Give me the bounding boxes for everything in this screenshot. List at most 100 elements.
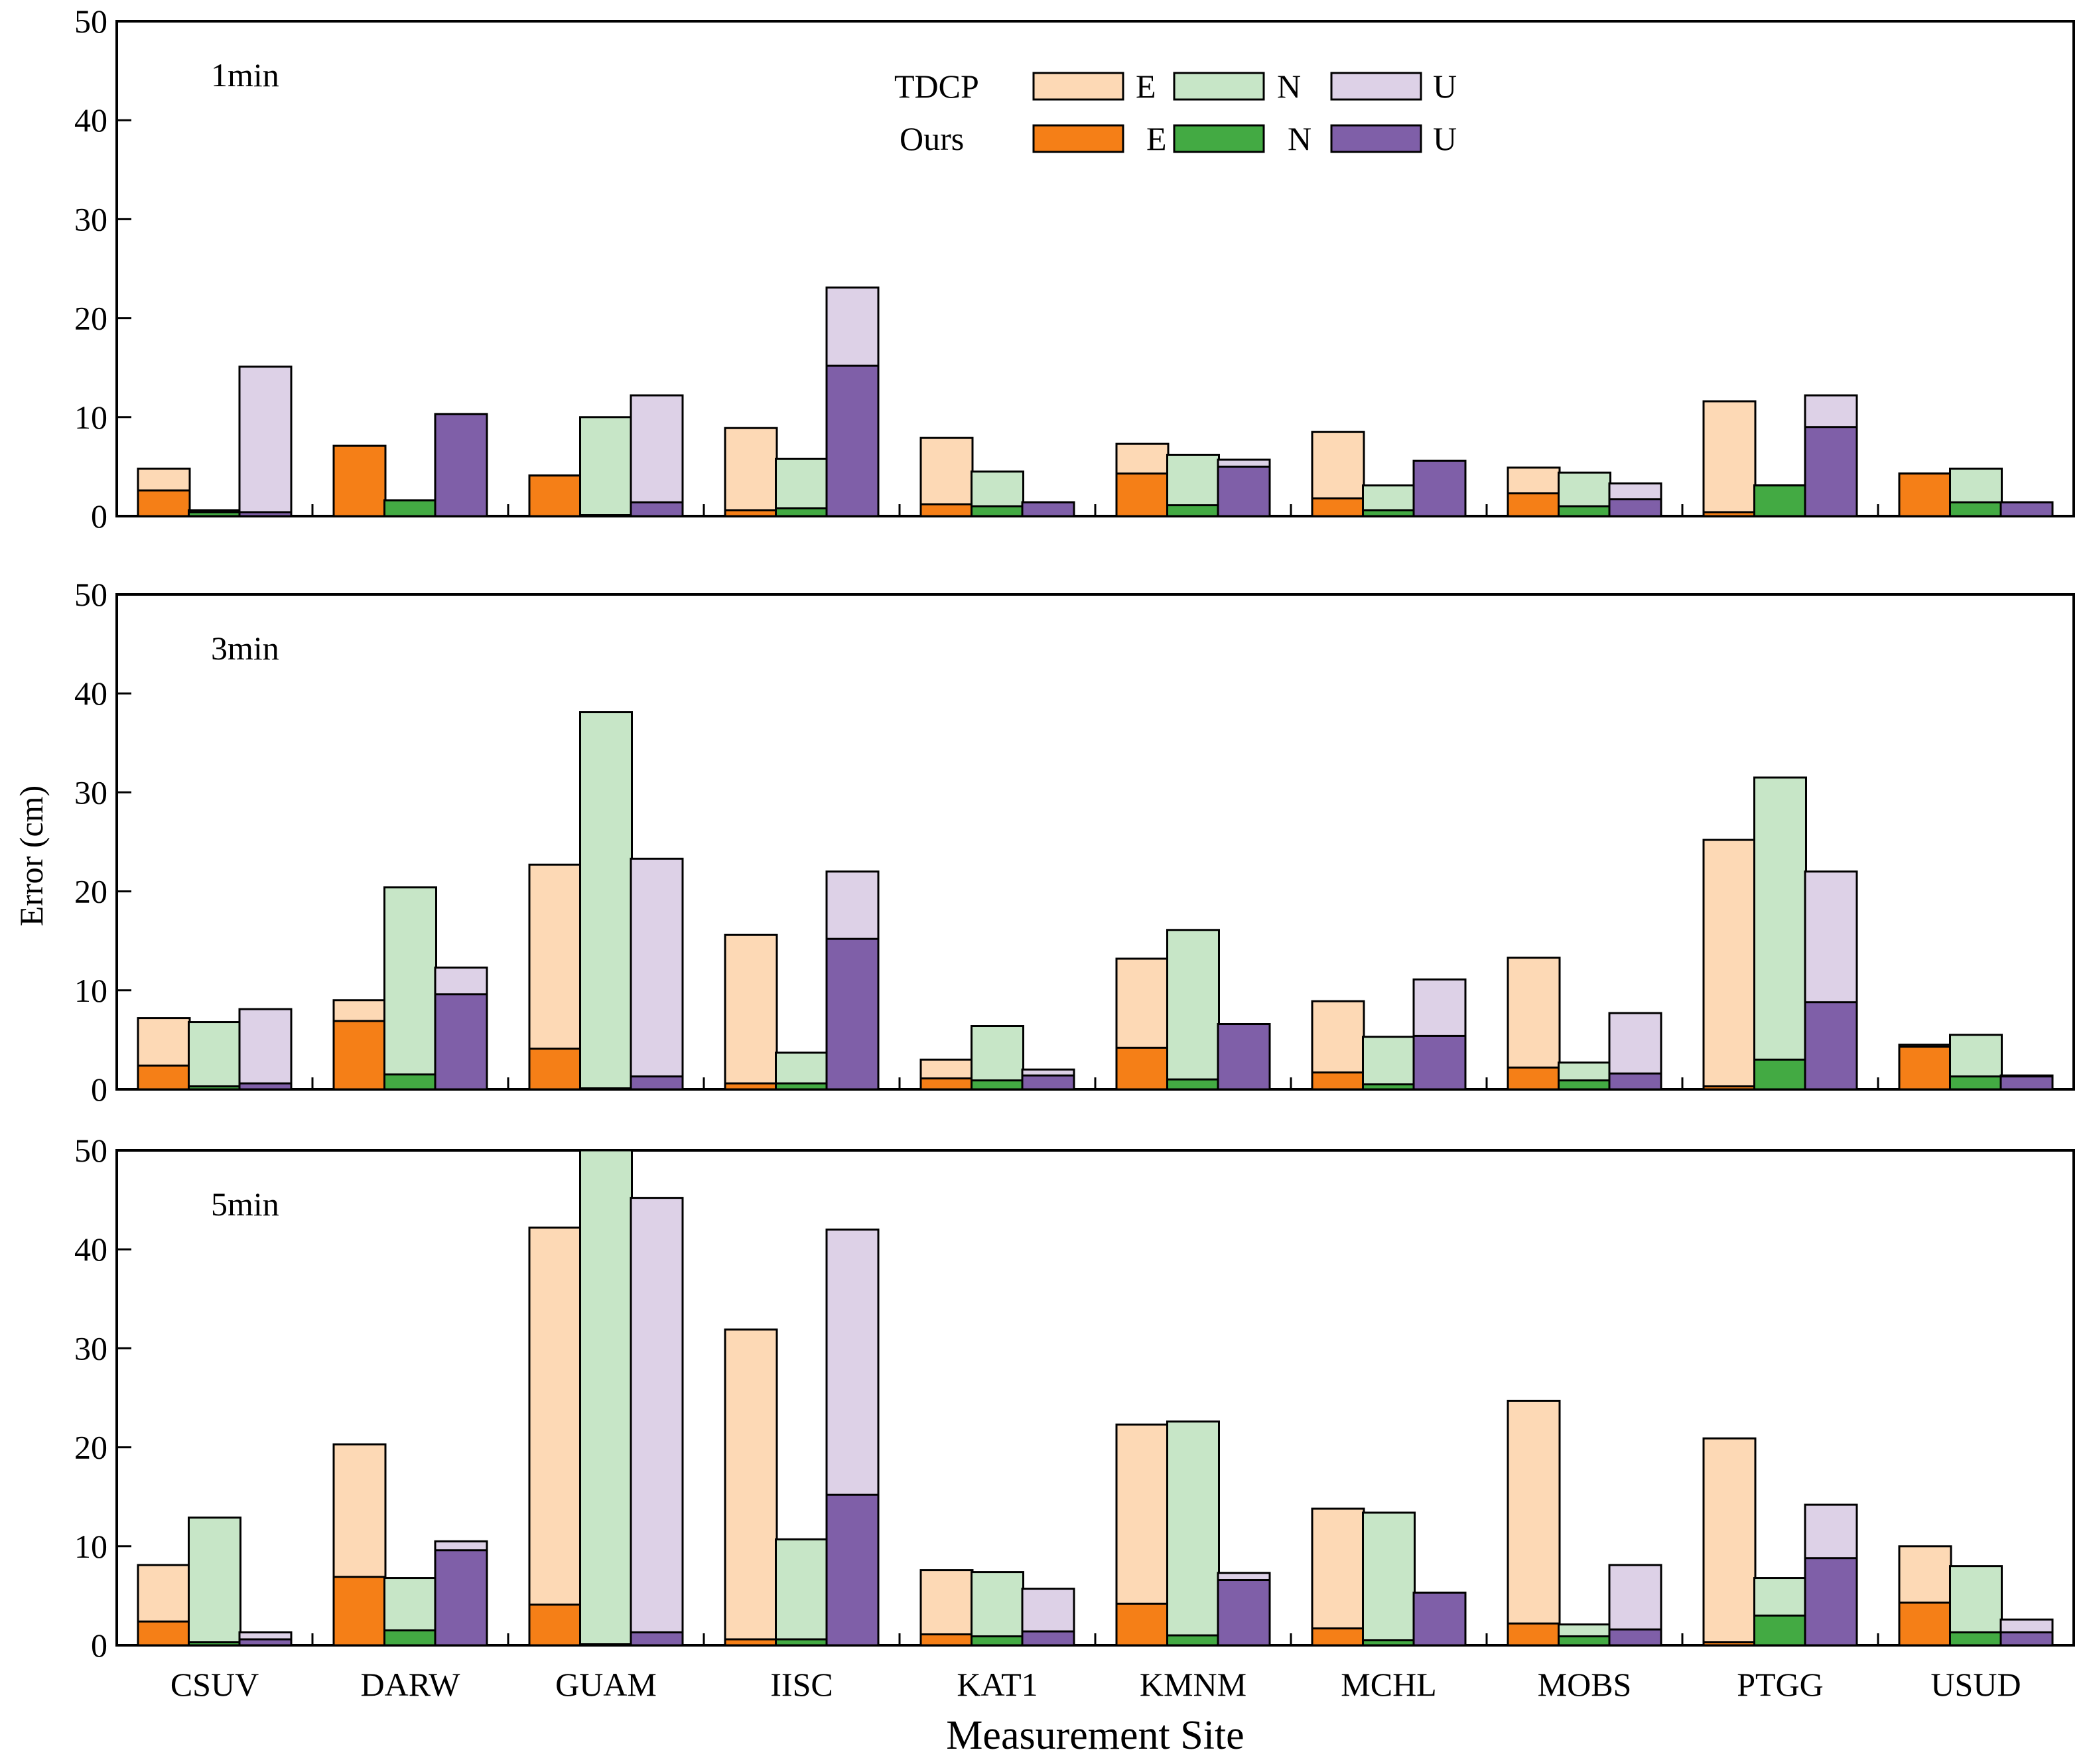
bar-ours-n-kat1 xyxy=(971,1635,1024,1647)
bar-ours-u-guam xyxy=(630,1631,684,1647)
bar-tdcp-e-mchl xyxy=(1311,1507,1365,1647)
bar-ours-u-mobs xyxy=(1608,1072,1662,1091)
bar-ours-n-darw xyxy=(383,499,437,517)
bar-ours-e-kmnm xyxy=(1115,472,1170,517)
bar-ours-e-usud xyxy=(1898,1601,1952,1647)
bar-ours-u-kat1 xyxy=(1021,1074,1075,1091)
bar-tdcp-n-csuv xyxy=(188,1021,241,1091)
bar-ours-u-iisc xyxy=(825,1493,880,1647)
bar-ours-e-darw xyxy=(332,1576,387,1647)
legend-row-label: TDCP xyxy=(894,68,979,105)
bar-ours-n-kmnm xyxy=(1166,504,1220,517)
bar-ours-u-guam xyxy=(630,1075,684,1091)
legend-swatch xyxy=(1173,124,1265,153)
bar-ours-u-mchl xyxy=(1412,459,1467,517)
bar-ours-n-mobs xyxy=(1558,1079,1611,1091)
bar-ours-u-mobs xyxy=(1608,498,1662,517)
y-tick-label: 20 xyxy=(74,1429,107,1466)
bar-tdcp-n-mchl xyxy=(1362,1511,1416,1647)
bar-ours-u-ptgg xyxy=(1804,1001,1858,1091)
bar-ours-e-darw xyxy=(332,444,387,517)
legend-entry-label: N xyxy=(1288,120,1312,157)
y-tick-label: 30 xyxy=(74,200,107,237)
bar-ours-n-kat1 xyxy=(971,505,1024,517)
y-tick-label: 10 xyxy=(74,399,107,436)
x-axis-title: Measurement Site xyxy=(946,1713,1244,1758)
bar-tdcp-n-darw xyxy=(383,886,437,1091)
x-category-label: PTGG xyxy=(1737,1666,1824,1703)
bar-tdcp-n-kat1 xyxy=(971,1571,1024,1647)
bar-ours-u-darw xyxy=(434,1549,488,1647)
legend-swatch xyxy=(1032,124,1124,153)
bar-ours-u-ptgg xyxy=(1804,1557,1858,1647)
bar-ours-e-guam xyxy=(528,1603,582,1647)
bar-ours-e-usud xyxy=(1898,472,1952,517)
bar-ours-e-mobs xyxy=(1507,492,1561,517)
legend-swatch xyxy=(1330,72,1422,101)
bar-ours-u-csuv xyxy=(238,1082,293,1091)
bar-ours-n-csuv xyxy=(188,1085,241,1091)
bar-ours-n-csuv xyxy=(188,1641,241,1647)
bar-ours-u-iisc xyxy=(825,364,880,517)
bar-ours-e-csuv xyxy=(137,1064,191,1091)
legend-entry-label: E xyxy=(1146,120,1167,157)
bar-ours-e-iisc xyxy=(724,1638,778,1647)
y-tick-label: 20 xyxy=(74,300,107,337)
bar-ours-u-kat1 xyxy=(1021,1630,1075,1647)
legend-swatch xyxy=(1032,72,1124,101)
bar-ours-e-kat1 xyxy=(919,1633,974,1647)
bar-ours-n-mchl xyxy=(1362,509,1416,517)
bar-ours-u-usud xyxy=(1999,1075,2054,1091)
bar-tdcp-e-mobs xyxy=(1507,1399,1561,1647)
bar-ours-e-ptgg xyxy=(1702,511,1757,517)
panel-label: 1min xyxy=(211,56,279,94)
y-axis-title: Error (cm) xyxy=(13,785,50,926)
panel-frame xyxy=(115,1149,2075,1647)
bar-ours-n-darw xyxy=(383,1629,437,1647)
bar-tdcp-u-guam xyxy=(630,1197,684,1647)
bar-ours-e-kmnm xyxy=(1115,1602,1170,1647)
bar-ours-n-iisc xyxy=(775,507,829,517)
bar-ours-n-ptgg xyxy=(1753,484,1807,517)
bar-ours-n-usud xyxy=(1949,1631,2003,1647)
bar-ours-n-mobs xyxy=(1558,1635,1611,1647)
bar-tdcp-e-guam xyxy=(528,1226,582,1647)
bar-ours-e-mchl xyxy=(1311,497,1365,517)
y-tick-label: 10 xyxy=(74,972,107,1009)
bar-ours-u-kmnm xyxy=(1217,465,1271,517)
bar-ours-u-mchl xyxy=(1412,1592,1467,1647)
bar-tdcp-u-csuv xyxy=(238,366,293,517)
bar-ours-u-iisc xyxy=(825,937,880,1091)
y-tick-label: 30 xyxy=(74,774,107,811)
bar-ours-u-usud xyxy=(1999,1631,2054,1647)
bar-ours-n-usud xyxy=(1949,1075,2003,1091)
x-category-label: GUAM xyxy=(555,1666,657,1703)
y-tick-label: 10 xyxy=(74,1528,107,1565)
bar-ours-u-guam xyxy=(630,501,684,517)
bar-tdcp-e-ptgg xyxy=(1702,1437,1757,1647)
y-tick-label: 0 xyxy=(91,498,107,535)
bar-ours-e-ptgg xyxy=(1702,1085,1757,1091)
x-category-label: KMNM xyxy=(1140,1666,1246,1703)
bar-ours-u-darw xyxy=(434,993,488,1091)
bar-ours-u-csuv xyxy=(238,511,293,517)
bar-ours-e-mchl xyxy=(1311,1627,1365,1647)
legend-entry-label: U xyxy=(1433,120,1457,157)
x-category-label: MCHL xyxy=(1341,1666,1436,1703)
panel-3min: 0 10 20 30 40 50 3min xyxy=(74,576,2075,1108)
x-category-label: KAT1 xyxy=(957,1666,1038,1703)
bar-ours-n-kat1 xyxy=(971,1079,1024,1091)
x-category-label: DARW xyxy=(361,1666,461,1703)
bar-ours-u-usud xyxy=(1999,501,2054,517)
x-category-label: USUD xyxy=(1930,1666,2021,1703)
bar-tdcp-n-kmnm xyxy=(1166,1420,1220,1647)
bar-ours-e-guam xyxy=(528,1048,582,1091)
bar-tdcp-n-guam xyxy=(579,416,633,517)
bar-ours-e-guam xyxy=(528,474,582,517)
legend-entry-label: E xyxy=(1136,68,1156,105)
bar-ours-e-darw xyxy=(332,1020,387,1091)
bar-tdcp-u-guam xyxy=(630,857,684,1091)
bar-tdcp-n-guam xyxy=(579,1149,633,1647)
bar-ours-n-mchl xyxy=(1362,1639,1416,1647)
